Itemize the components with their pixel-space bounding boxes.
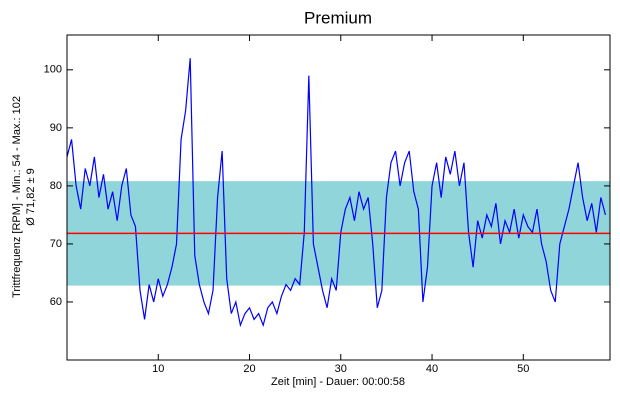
y-tick-label: 70 [50, 238, 62, 250]
data-line [66, 58, 607, 328]
chart-title: Premium [304, 8, 372, 27]
x-axis-label: Zeit [min] - Dauer: 00:00:58 [271, 376, 405, 388]
x-tick-label: 20 [243, 363, 255, 375]
y-tick-label: 90 [50, 122, 62, 134]
y-axis-label: Trittfrequenz [RPM] - Min.: 54 - Max.: 1… [11, 96, 23, 298]
x-tick-label: 30 [335, 363, 347, 375]
y-tick-label: 60 [50, 296, 62, 308]
x-tick-label: 50 [517, 363, 529, 375]
y-axis-sublabel: Ø 71,82 ± 9 [25, 168, 37, 225]
y-tick-label: 80 [50, 180, 62, 192]
x-tick-label: 40 [426, 363, 438, 375]
x-tick-label: 10 [152, 363, 164, 375]
y-tick-label: 100 [44, 64, 62, 76]
plot-frame [66, 34, 611, 361]
